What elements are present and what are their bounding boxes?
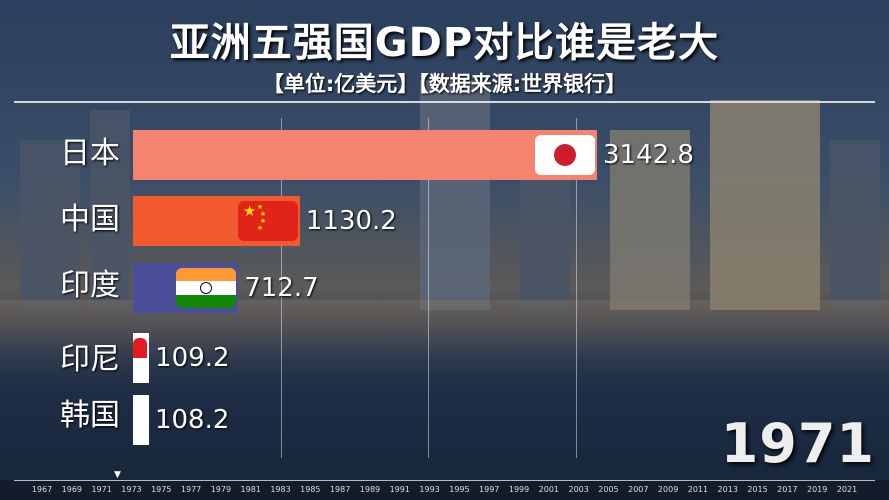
timeline-tick-label: 1983 [270,485,291,494]
timeline-tick-label: 1987 [329,485,351,494]
value-label: 1130.2 [305,206,397,236]
timeline-tick-label: 1981 [240,485,261,494]
timeline-tick-label: 2001 [538,485,560,494]
india-flag-icon [176,268,237,308]
timeline-tick-label: 2005 [598,485,619,494]
grid-line [280,118,282,458]
timeline-tick-label: 1975 [151,485,172,494]
category-label: 日本 [60,136,120,171]
timeline-tick-label: 2003 [568,485,589,494]
korea-flag-icon [133,400,147,440]
timeline-tick-label: 1999 [508,485,530,494]
timeline-tick-label: 1977 [180,485,202,494]
category-label: 印度 [60,268,120,303]
timeline-tick-label: 2013 [717,485,738,494]
page-subtitle: 【单位:亿美元】【数据来源:世界银行】 [262,72,627,96]
grid-line [428,118,430,458]
category-label: 印尼 [60,342,120,377]
timeline-tick-label: 2021 [836,485,858,494]
bar [133,130,597,180]
indonesia-flag-icon [133,338,148,378]
timeline-tick-label: 1993 [419,485,440,494]
page-title: 亚洲五强国GDP对比谁是老大 [169,20,720,66]
value-label: 109.2 [155,343,230,373]
title-divider [14,101,875,103]
grid-line [575,118,577,458]
value-label: 108.2 [154,405,230,435]
timeline-marker-icon: ▼ [113,470,121,480]
timeline-tick-label: 2007 [628,485,649,494]
timeline-tick-label: 2017 [777,485,798,494]
year-label: 1971 [720,412,875,475]
timeline-tick-label: 1973 [121,485,142,494]
timeline-tick-label: 1979 [210,485,232,494]
china-flag-icon: ★ ★ ★ ★ ★ [237,201,298,241]
timeline-tick-label: 1967 [31,485,53,494]
timeline-tick-label: 1989 [359,485,381,494]
timeline-tick-label: 1997 [479,485,500,494]
timeline-tick-label: 2015 [747,485,768,494]
timeline-tick-label: 1971 [91,485,112,494]
japan-flag-icon [535,135,595,175]
timeline-tick-label: 2009 [657,485,679,494]
timeline-bar[interactable] [0,480,889,500]
category-label: 中国 [60,202,120,237]
category-label: 韩国 [60,398,120,433]
timeline-tick-label: 1995 [449,485,470,494]
timeline-tick-label: 2019 [806,485,828,494]
timeline-tick-label: 2011 [687,485,709,494]
timeline-axis [14,480,875,481]
timeline-tick-label: 1985 [300,485,321,494]
value-label: 712.7 [244,273,319,303]
value-label: 3142.8 [603,140,694,170]
timeline-tick-label: 1969 [61,485,82,494]
timeline-tick-label: 1991 [389,485,410,494]
